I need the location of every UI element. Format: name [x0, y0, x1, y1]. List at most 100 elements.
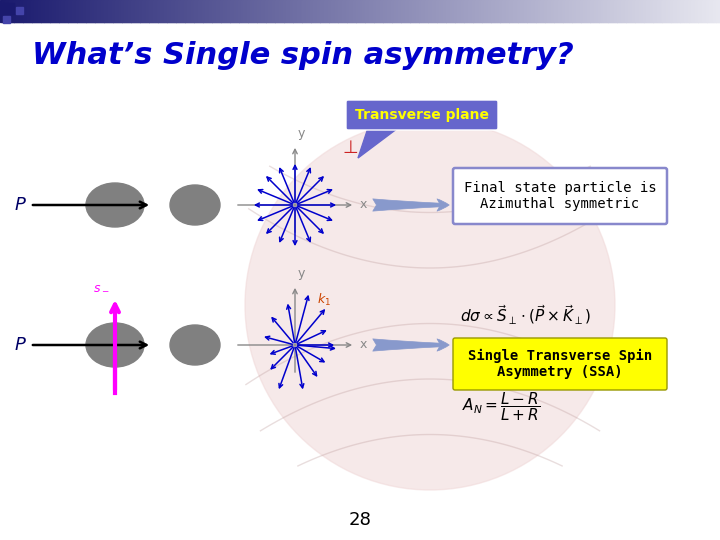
Bar — [268, 0, 271, 22]
Bar — [554, 0, 557, 22]
Bar — [27, 0, 30, 22]
Bar — [400, 0, 402, 22]
Bar — [320, 0, 323, 22]
Bar — [603, 0, 606, 22]
Bar — [619, 0, 622, 22]
Bar — [675, 0, 678, 22]
Bar — [419, 0, 422, 22]
Bar — [540, 0, 543, 22]
Bar — [539, 0, 541, 22]
Bar — [680, 0, 683, 22]
Bar — [433, 0, 436, 22]
Bar — [665, 0, 667, 22]
Bar — [167, 0, 170, 22]
Bar — [261, 0, 264, 22]
Bar — [256, 0, 258, 22]
Bar — [209, 0, 212, 22]
Bar — [32, 0, 35, 22]
Bar — [274, 0, 276, 22]
Bar — [349, 0, 352, 22]
Bar — [11, 0, 14, 22]
Bar — [702, 0, 705, 22]
Bar — [580, 0, 582, 22]
Bar — [405, 0, 408, 22]
Bar — [223, 0, 226, 22]
Text: $s_-$: $s_-$ — [93, 280, 109, 293]
Bar — [81, 0, 84, 22]
Bar — [200, 0, 202, 22]
Bar — [590, 0, 593, 22]
Bar — [107, 0, 109, 22]
Bar — [673, 0, 676, 22]
Bar — [468, 0, 471, 22]
Bar — [497, 0, 500, 22]
Bar — [503, 0, 505, 22]
Bar — [589, 0, 591, 22]
Bar — [529, 0, 532, 22]
Bar — [187, 0, 190, 22]
Bar — [160, 0, 163, 22]
Bar — [467, 0, 469, 22]
Bar — [194, 0, 197, 22]
Bar — [618, 0, 620, 22]
Bar — [428, 0, 431, 22]
Bar — [171, 0, 174, 22]
Bar — [582, 0, 584, 22]
Bar — [338, 0, 341, 22]
Bar — [707, 0, 710, 22]
Bar — [6, 0, 8, 22]
Bar — [232, 0, 235, 22]
Bar — [426, 0, 429, 22]
Bar — [706, 0, 708, 22]
Bar — [239, 0, 242, 22]
Bar — [66, 0, 69, 22]
Bar — [459, 0, 462, 22]
Bar — [593, 0, 595, 22]
Bar — [227, 0, 230, 22]
Bar — [210, 0, 213, 22]
Bar — [703, 0, 706, 22]
Bar — [376, 0, 379, 22]
Bar — [557, 0, 559, 22]
Bar — [99, 0, 102, 22]
Bar — [292, 0, 294, 22]
Bar — [145, 0, 148, 22]
Bar — [180, 0, 183, 22]
Bar — [13, 0, 15, 22]
Bar — [204, 0, 206, 22]
Bar — [148, 0, 150, 22]
Bar — [531, 0, 534, 22]
Bar — [513, 0, 516, 22]
Bar — [560, 0, 562, 22]
Bar — [654, 0, 656, 22]
Bar — [16, 0, 19, 22]
Bar — [287, 0, 289, 22]
Bar — [577, 0, 580, 22]
Bar — [575, 0, 577, 22]
Bar — [534, 0, 537, 22]
Bar — [212, 0, 215, 22]
Bar — [353, 0, 356, 22]
Bar — [691, 0, 694, 22]
Bar — [45, 0, 48, 22]
Bar — [685, 0, 688, 22]
Bar — [89, 0, 91, 22]
Text: y: y — [298, 267, 305, 280]
Polygon shape — [358, 128, 398, 158]
Ellipse shape — [86, 183, 144, 227]
Bar — [625, 0, 627, 22]
Text: $k_1$: $k_1$ — [317, 292, 331, 308]
Bar — [289, 0, 292, 22]
Bar — [315, 0, 318, 22]
Bar — [25, 0, 28, 22]
Bar — [670, 0, 672, 22]
Bar — [395, 0, 397, 22]
Bar — [207, 0, 210, 22]
Bar — [251, 0, 253, 22]
Bar — [323, 0, 325, 22]
Bar — [157, 0, 159, 22]
Bar — [632, 0, 634, 22]
Bar — [311, 0, 314, 22]
Bar — [254, 0, 256, 22]
Bar — [452, 0, 454, 22]
